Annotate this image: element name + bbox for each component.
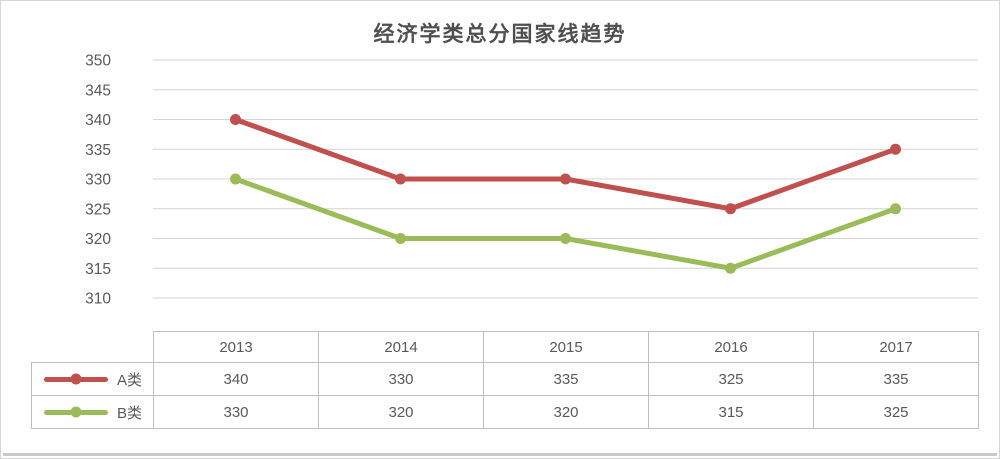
value-cell: 325 — [813, 395, 979, 429]
data-point-marker — [230, 114, 241, 125]
year-header-cell: 2016 — [648, 331, 814, 363]
y-axis-tick-label: 340 — [85, 112, 111, 129]
data-point-marker — [395, 173, 406, 185]
data-point-marker — [890, 143, 901, 155]
value-cell: 335 — [813, 362, 979, 396]
data-point-marker — [560, 233, 571, 244]
legend-cell-series-b: B类 — [31, 395, 154, 429]
series-a-legend-line-icon — [44, 376, 108, 382]
y-axis-tick-label: 320 — [85, 231, 111, 248]
series-b-legend-line-icon — [44, 409, 108, 415]
data-point-marker — [230, 173, 241, 185]
bottom-separator-bar — [3, 453, 997, 456]
value-cell: 330 — [153, 395, 319, 429]
chart-data-table: 2013 2014 2015 2016 2017 A类 340 330 335 … — [31, 331, 979, 429]
value-cell: 325 — [648, 362, 814, 396]
value-cell: 335 — [483, 362, 649, 396]
series-line-B类 — [233, 176, 898, 271]
table-header-row: 2013 2014 2015 2016 2017 — [32, 331, 979, 363]
year-header-cell: 2015 — [483, 331, 649, 363]
data-point-marker — [725, 262, 736, 274]
y-axis-tick-label: 315 — [85, 261, 111, 278]
value-cell: 320 — [483, 395, 649, 429]
y-axis-tick-label: 330 — [85, 172, 111, 189]
series-line-A类 — [233, 117, 898, 212]
value-cell: 315 — [648, 395, 814, 429]
data-point-marker — [725, 203, 736, 215]
y-axis-tick-label: 310 — [85, 291, 111, 308]
y-axis-tick-label: 350 — [85, 53, 111, 70]
y-axis-tick-label: 325 — [85, 201, 111, 218]
value-cell: 320 — [318, 395, 484, 429]
table-corner-cell — [32, 332, 154, 363]
data-point-marker — [890, 203, 901, 215]
year-header-cell: 2014 — [318, 331, 484, 363]
y-axis-tick-label: 335 — [85, 142, 111, 159]
series-b-label: B类 — [117, 404, 143, 422]
table-row-series-a: A类 340 330 335 325 335 — [31, 362, 979, 396]
value-cell: 330 — [318, 362, 484, 396]
data-point-marker — [395, 233, 406, 244]
year-header-cell: 2017 — [813, 331, 979, 363]
table-row-series-b: B类 330 320 320 315 325 — [31, 395, 979, 429]
series-a-label: A类 — [117, 371, 143, 389]
data-point-marker — [560, 173, 571, 185]
legend-cell-series-a: A类 — [31, 362, 154, 396]
y-axis-tick-label: 345 — [85, 82, 111, 99]
chart-title: 经济学类总分国家线趋势 — [373, 23, 627, 46]
year-header-cell: 2013 — [153, 331, 319, 363]
value-cell: 340 — [153, 362, 319, 396]
